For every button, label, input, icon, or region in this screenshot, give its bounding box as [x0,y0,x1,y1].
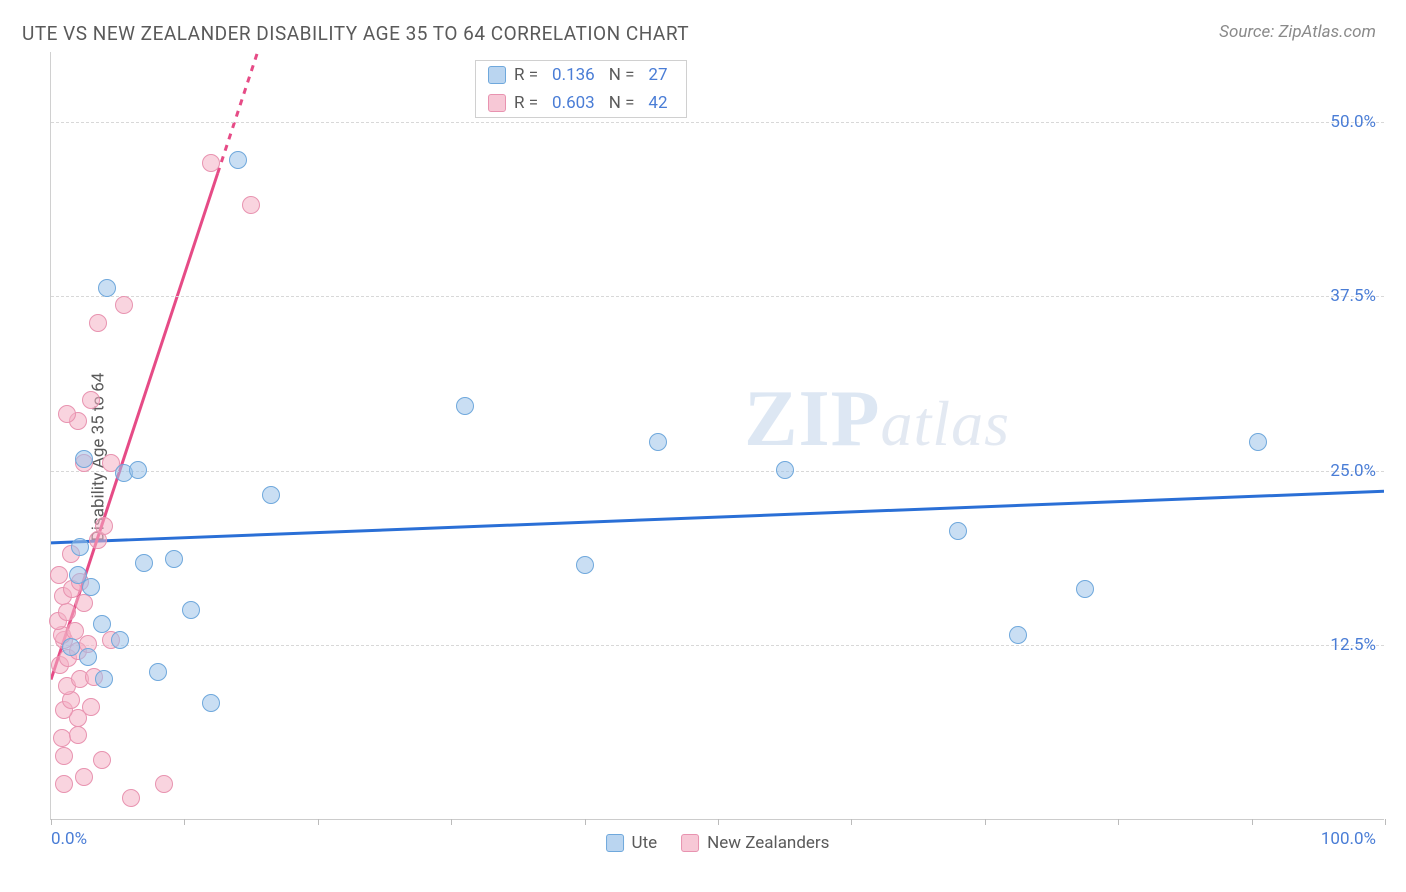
correlation-legend-row-ute: R = 0.136 N = 27 [476,61,686,89]
gridline [51,471,1384,472]
x-tick-mark [184,819,185,825]
data-point [98,279,116,297]
r-label: R = [514,65,538,85]
data-point [95,670,113,688]
data-point [129,461,147,479]
gridline [51,122,1384,123]
data-point [58,405,76,423]
chart-source: Source: ZipAtlas.com [1219,22,1376,42]
legend-label-nz: New Zealanders [707,833,829,853]
correlation-legend: R = 0.136 N = 27 R = 0.603 N = 42 [475,60,687,118]
data-point [1076,580,1094,598]
trendlines-svg [51,52,1384,819]
watermark-zip: ZIP [744,375,880,463]
watermark-atlas: atlas [881,388,1010,459]
n-label: N = [609,93,635,113]
data-point [75,594,93,612]
data-point [202,154,220,172]
data-point [95,517,113,535]
data-point [75,450,93,468]
data-point [82,391,100,409]
data-point [62,638,80,656]
n-value-ute: 27 [642,65,673,85]
x-tick-mark [851,819,852,825]
y-tick-label: 50.0% [1330,112,1376,132]
x-tick-mark [451,819,452,825]
data-point [202,694,220,712]
data-point [93,615,111,633]
plot-region: ZIPatlas R = 0.136 N = 27 R = 0.603 N = … [50,52,1384,820]
data-point [66,622,84,640]
x-tick-mark [1118,819,1119,825]
x-tick-mark [718,819,719,825]
legend-label-ute: Ute [632,833,658,853]
data-point [71,538,89,556]
n-value-nz: 42 [642,93,673,113]
data-point [75,768,93,786]
data-point [53,729,71,747]
swatch-blue [488,66,506,84]
data-point [93,751,111,769]
data-point [576,556,594,574]
chart-area: Disability Age 35 to 64 ZIPatlas R = 0.1… [22,52,1384,862]
legend-item-ute: Ute [606,833,658,853]
chart-header: UTE VS NEW ZEALANDER DISABILITY AGE 35 T… [0,0,1406,45]
swatch-blue [606,834,624,852]
data-point [135,554,153,572]
x-tick-mark [51,819,52,825]
data-point [115,296,133,314]
data-point [58,603,76,621]
x-tick-label: 0.0% [51,829,87,849]
data-point [456,397,474,415]
y-tick-label: 25.0% [1330,461,1376,481]
data-point [229,151,247,169]
r-value-ute: 0.136 [546,65,601,85]
x-tick-mark [985,819,986,825]
swatch-pink [681,834,699,852]
series-legend: Ute New Zealanders [606,833,830,853]
data-point [122,789,140,807]
data-point [50,566,68,584]
data-point [262,486,280,504]
x-tick-mark [318,819,319,825]
data-point [55,747,73,765]
swatch-pink [488,94,506,112]
data-point [776,461,794,479]
data-point [89,314,107,332]
x-tick-mark [585,819,586,825]
n-label: N = [609,65,635,85]
chart-title: UTE VS NEW ZEALANDER DISABILITY AGE 35 T… [22,22,689,45]
data-point [55,775,73,793]
data-point [79,648,97,666]
data-point [155,775,173,793]
data-point [1009,626,1027,644]
data-point [82,698,100,716]
y-tick-label: 37.5% [1330,286,1376,306]
r-label: R = [514,93,538,113]
gridline [51,296,1384,297]
data-point [82,578,100,596]
data-point [649,433,667,451]
watermark: ZIPatlas [744,374,1010,465]
y-tick-label: 12.5% [1330,635,1376,655]
data-point [69,726,87,744]
x-tick-mark [1385,819,1386,825]
x-tick-label: 100.0% [1321,829,1376,849]
data-point [949,522,967,540]
legend-item-nz: New Zealanders [681,833,829,853]
data-point [1249,433,1267,451]
data-point [165,550,183,568]
x-tick-mark [1252,819,1253,825]
data-point [149,663,167,681]
data-point [182,601,200,619]
data-point [242,196,260,214]
data-point [111,631,129,649]
gridline [51,645,1384,646]
r-value-nz: 0.603 [546,93,601,113]
correlation-legend-row-nz: R = 0.603 N = 42 [476,89,686,117]
